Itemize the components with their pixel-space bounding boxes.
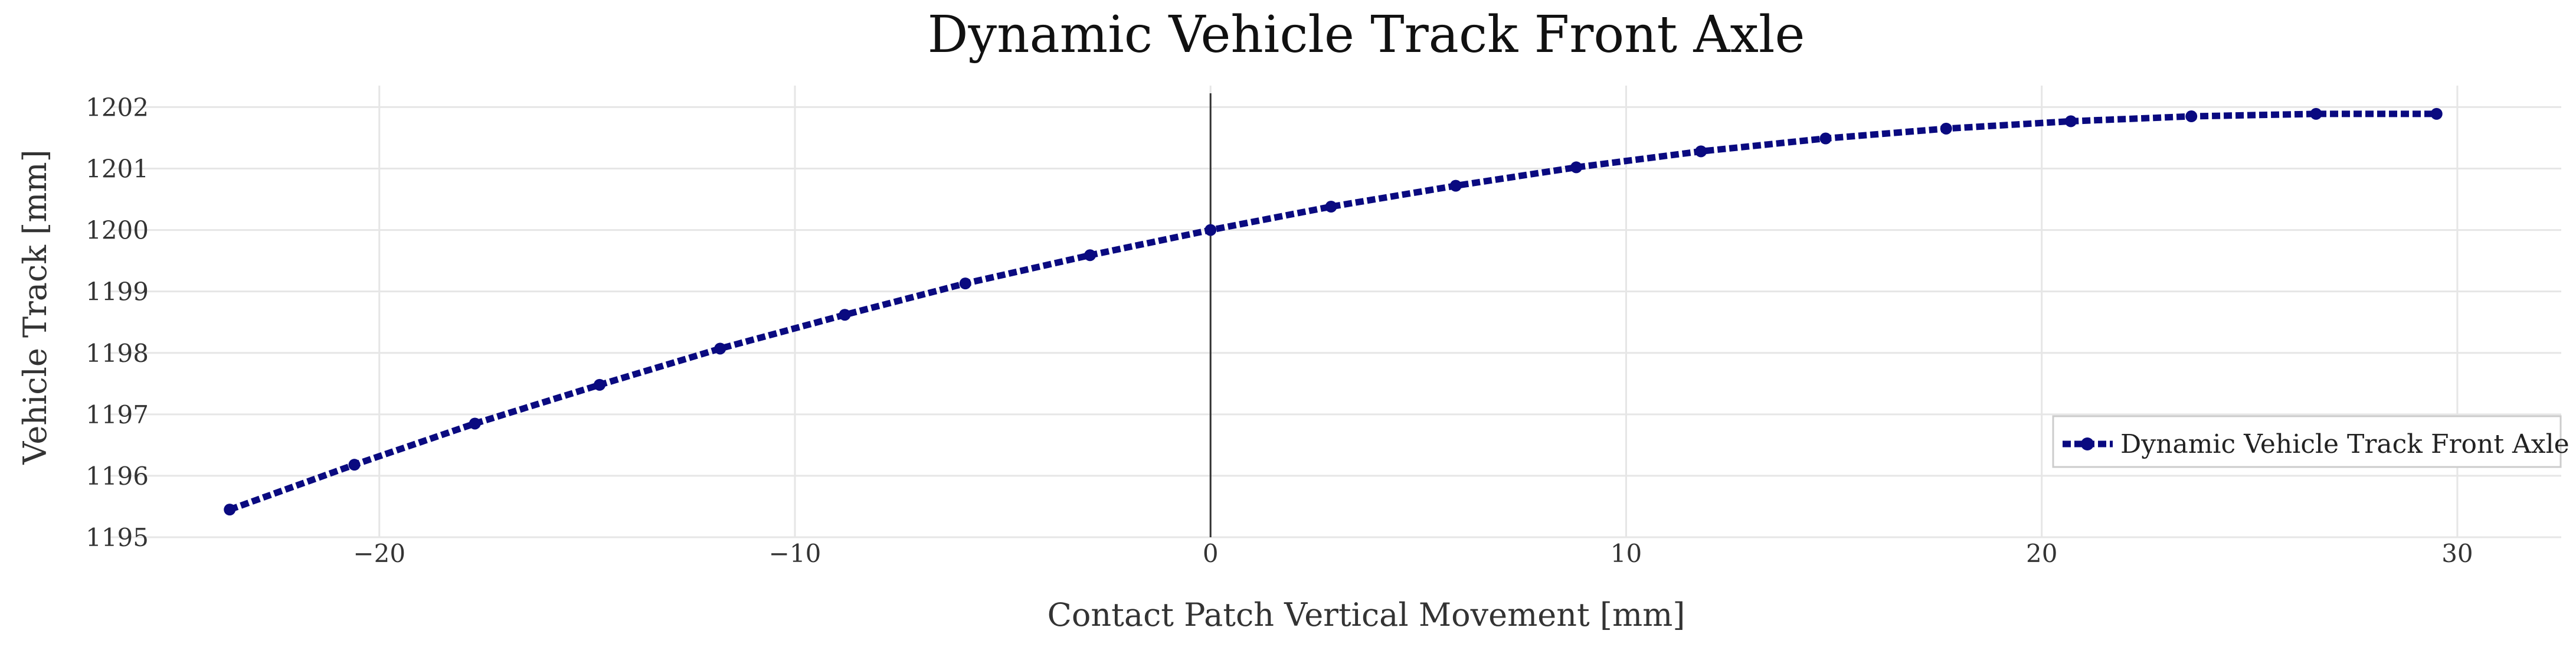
data-point <box>1695 145 1707 158</box>
data-point <box>2430 107 2443 120</box>
x-tick-label: 30 <box>2441 539 2473 568</box>
data-point <box>2310 107 2322 120</box>
series-layer <box>224 107 2443 516</box>
x-tick-label: 0 <box>1203 539 1219 568</box>
data-point <box>839 309 851 321</box>
data-point <box>1204 224 1217 236</box>
y-tick-label: 1202 <box>86 93 149 122</box>
data-point <box>2065 115 2077 128</box>
data-point <box>1940 122 1952 135</box>
y-tick-label: 1197 <box>86 400 149 429</box>
data-point <box>1570 161 1582 174</box>
data-point <box>224 504 236 516</box>
grid-lines <box>109 86 2561 538</box>
legend-entry-label: Dynamic Vehicle Track Front Axle <box>2120 429 2570 459</box>
chart-title: Dynamic Vehicle Track Front Axle <box>928 5 1805 64</box>
x-tick-label: −10 <box>769 539 821 568</box>
data-point <box>714 342 726 355</box>
data-point <box>1325 201 1337 213</box>
y-tick-label: 1201 <box>86 155 149 184</box>
legend: Dynamic Vehicle Track Front Axle <box>2052 415 2570 468</box>
y-tick-label: 1199 <box>86 277 149 306</box>
data-point <box>348 459 361 471</box>
y-tick-label: 1196 <box>86 462 149 491</box>
y-axis-label: Vehicle Track [mm] <box>17 149 54 465</box>
y-tick-label: 1200 <box>86 216 149 245</box>
x-tick-label: 20 <box>2026 539 2057 568</box>
data-point <box>959 277 971 290</box>
legend-box <box>2052 415 2562 468</box>
x-tick-label: −20 <box>353 539 405 568</box>
x-axis-label: Contact Patch Vertical Movement [mm] <box>1048 596 1685 633</box>
data-point <box>469 417 481 430</box>
data-point <box>594 378 605 391</box>
y-tick-label: 1195 <box>86 523 149 552</box>
data-point <box>1449 179 1462 192</box>
y-tick-label: 1198 <box>86 339 149 368</box>
x-tick-label: 10 <box>1611 539 1642 568</box>
tick-labels: −20 −10 0 10 20 30 1195 1196 1197 1198 1199 1200 120… <box>86 93 2473 568</box>
data-point <box>1084 249 1096 262</box>
data-point <box>1819 132 1832 145</box>
legend-marker <box>2081 437 2094 450</box>
data-point <box>2185 110 2198 123</box>
